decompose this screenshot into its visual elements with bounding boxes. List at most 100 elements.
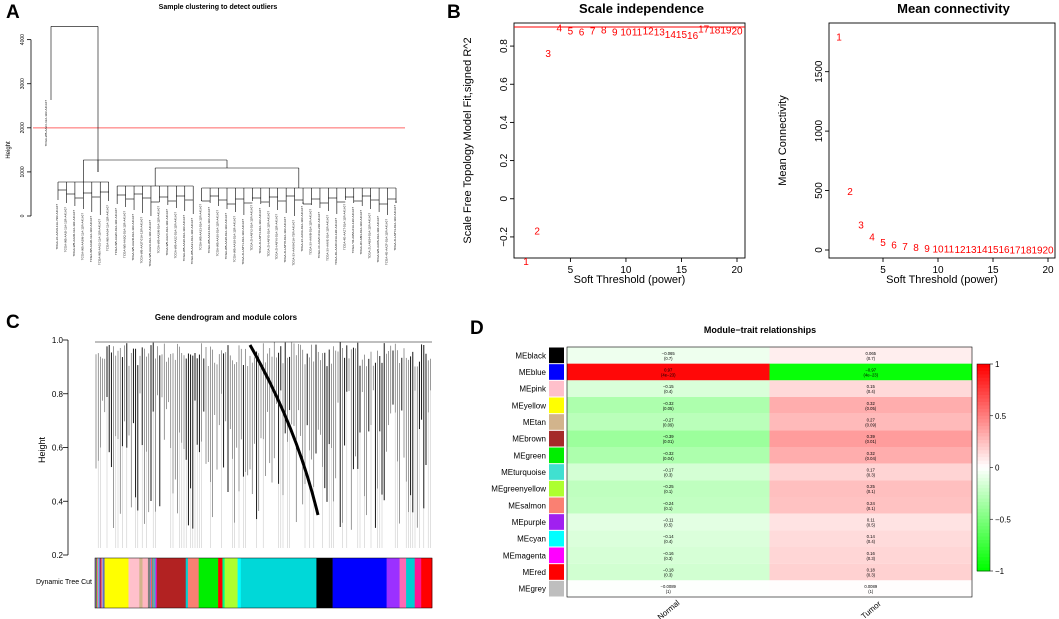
module-swatch [549,397,564,414]
module-color-segment [104,558,129,608]
cell-pvalue: (0.7) [866,356,875,361]
cell-correlation-value: 0.11 [867,518,876,523]
scale-independence-point-label: 17 [698,24,710,35]
legend-gradient-step [977,526,990,530]
legend-gradient-step [977,533,990,537]
heatmap-cell [567,530,770,547]
module-swatch [549,464,564,480]
mean-connectivity-title: Mean connectivity [897,1,1010,16]
cell-pvalue: (0.05) [865,406,877,411]
sample-leaf-label: TCGA-W5-AA2W-11A-11R-A41I-07 [80,213,84,261]
legend-gradient-step [977,391,990,396]
legend-gradient-step [977,564,990,568]
mean-connectivity-y-tick-label: 500 [814,182,825,199]
module-color-segment [142,558,149,608]
legend-gradient-step [977,429,990,434]
legend-tick-label: 0 [995,464,1000,473]
module-color-segment [96,558,98,608]
mean-connectivity-point-label: 18 [1020,245,1032,256]
heatmap-cell [769,413,972,431]
sample-leaf-label: TCGA-W5-AA2X-01A-11R-A41I-07 [165,209,169,256]
legend-gradient-step [977,512,990,517]
heatmap-title: Module−trait relationships [704,325,816,335]
legend-gradient-step [977,539,990,544]
scale-independence-title: Scale independence [579,1,704,16]
module-color-segment [103,558,106,608]
module-color-segment [185,558,189,608]
mean-connectivity-point-label: 15 [987,245,999,256]
legend-gradient-step [977,505,990,510]
legend-gradient-step [977,522,990,527]
module-row-label: Dynamic Tree Cut [36,579,92,586]
legend-gradient-step [977,470,990,475]
mean-connectivity-point-label: 6 [891,241,897,252]
heatmap-cell [567,480,770,497]
legend-gradient-step [977,398,990,403]
sample-leaf-label: TCGA-YR-A95A-01A-12R-A41I-07 [351,207,355,254]
module-color-segment [414,558,422,608]
sample-leaf-label: TCGA-W5-AA2T-01A-12R-A41I-07 [140,217,144,264]
dendro-large-module-branch [248,344,320,516]
sample-leaf-label: TCGA-ZH-A8Y2-01A-11R-A41I-07 [249,205,253,251]
legend-gradient-step [977,443,990,448]
sample-leaf-label: TCGA-W5-AA2Q-01A-11R-A41I-07 [123,211,127,258]
legend-gradient-step [977,519,990,524]
mean-connectivity-point-label: 11 [944,245,955,256]
scale-independence-point-label: 19 [720,25,732,36]
cell-correlation-value: 0.18 [867,568,876,573]
panel-letter-c: C [6,312,20,333]
heatmap-cell [567,380,770,397]
cell-correlation-value: 0.065 [866,351,877,356]
module-color-segment [128,558,140,608]
sample-leaf-label: TCGA-W5-AA2U-01A-11R-A41I-07 [148,220,152,267]
y-tick-label: 0.4 [52,497,64,506]
sample-leaf-label: TCGA-3X-AAV9-11A-72R-A41I-07 [55,204,59,250]
cell-pvalue: (0.04) [865,456,877,461]
sample-leaf-label: TCGA-W5-AA2R-11A-11R-A41I-07 [72,210,76,257]
legend-gradient-step [977,477,990,482]
scale-independence-point-label: 11 [632,27,643,38]
module-row-label: MEgreen [514,451,546,460]
panel-letter-b: B [447,2,461,23]
mean-connectivity-point-label: 20 [1042,245,1054,256]
legend-gradient-step [977,395,990,399]
module-row-label: MEbrown [512,435,546,444]
sample-leaf-label: TCGA-W5-AA2W-01A-11R-A41I-07 [156,206,160,254]
module-color-segment [97,558,99,608]
module-color-segment [240,558,317,608]
scale-independence-point-label: 8 [601,25,607,36]
sample-leaf-label: TCGA-3X-AAV9-01A-72R-A41I-07 [292,220,296,266]
gene-dendrogram-lines [95,342,431,548]
legend-gradient-step [977,488,990,493]
scale-independence-y-tick-label: 0.8 [499,39,510,53]
module-color-segment [100,558,102,608]
legend-gradient-step [977,460,990,465]
cell-pvalue: (0.3) [866,473,875,478]
cell-correlation-value: 0.32 [867,451,876,456]
sample-leaf-label: TCGA-W5-AA33-01A-11R-A41I-07 [199,204,203,251]
legend-gradient-step [977,412,990,417]
module-row-label: MEpurple [512,518,547,527]
module-color-segment [332,558,387,608]
heatmap-cell [769,497,972,514]
scale-independence-point-label: 10 [620,27,632,38]
cell-pvalue: (0.3) [664,573,673,578]
cell-pvalue: (0.4) [866,389,875,394]
heatmap-cell [567,347,770,364]
cell-correlation-value: −0.17 [663,468,674,473]
module-color-segment [399,558,407,608]
module-swatch [549,347,564,364]
legend-gradient-step [977,491,990,496]
cell-correlation-value: 0.17 [867,468,876,473]
legend-gradient-step [977,426,990,430]
legend-gradient-step [977,370,990,375]
panel-letter-a: A [6,2,20,23]
module-color-segment [154,558,156,608]
legend-gradient-step [977,550,990,555]
module-color-segment [406,558,416,608]
heatmap-cell [567,397,770,414]
mean-connectivity-point-label: 3 [858,221,864,232]
legend-gradient-step [977,467,990,472]
sample-leaf-label: TCGA-W5-AA2R-01A-11R-A41I-07 [131,214,135,261]
